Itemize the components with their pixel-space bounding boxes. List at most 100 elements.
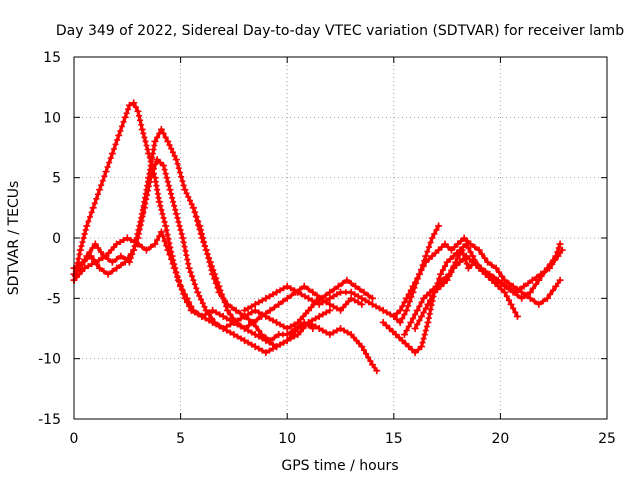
data-point (526, 294, 534, 302)
data-point (428, 234, 436, 242)
interpolated-point (76, 251, 83, 258)
data-point (262, 294, 270, 302)
data-point (458, 246, 466, 254)
data-point (481, 270, 489, 278)
data-point (390, 312, 398, 320)
interpolated-point (105, 250, 112, 257)
interpolated-point (144, 146, 151, 153)
interpolated-point (154, 237, 161, 244)
data-point (219, 325, 227, 332)
data-point (230, 318, 238, 326)
interpolated-point (181, 243, 188, 250)
series-track-1 (70, 99, 381, 375)
interpolated-point (165, 182, 172, 189)
interpolated-point (297, 316, 304, 323)
interpolated-point (277, 321, 284, 328)
data-point (300, 318, 308, 326)
interpolated-point (136, 112, 143, 119)
data-point (125, 101, 133, 109)
interpolated-point (73, 274, 80, 281)
interpolated-point (492, 280, 499, 287)
interpolated-point (383, 322, 390, 329)
data-point (177, 282, 185, 290)
data-point (76, 246, 84, 254)
interpolated-point (198, 230, 205, 237)
data-point (89, 204, 97, 212)
data-point (501, 288, 509, 296)
data-point (232, 306, 240, 314)
interpolated-point (425, 256, 432, 263)
data-point (185, 264, 193, 272)
interpolated-point (160, 130, 167, 137)
interpolated-point (422, 327, 429, 334)
interpolated-point (104, 164, 111, 171)
interpolated-point (161, 218, 168, 225)
interpolated-point (406, 298, 413, 305)
grid (74, 57, 607, 419)
data-point (241, 306, 249, 314)
interpolated-point (237, 310, 244, 317)
interpolated-point (198, 296, 205, 303)
interpolated-point (147, 244, 154, 251)
interpolated-point (277, 287, 284, 294)
interpolated-point (154, 134, 161, 141)
data-point (351, 282, 359, 290)
interpolated-point (157, 202, 164, 209)
interpolated-point (88, 209, 95, 216)
data-point (526, 288, 534, 296)
data-point (300, 282, 308, 290)
data-point (379, 306, 387, 314)
interpolated-point (191, 281, 198, 288)
data-point (209, 306, 217, 314)
interpolated-point (98, 249, 105, 256)
interpolated-point (399, 303, 406, 310)
interpolated-point (180, 239, 187, 246)
data-point (396, 306, 404, 314)
data-point (96, 186, 104, 194)
interpolated-point (81, 230, 88, 237)
interpolated-point (280, 339, 287, 346)
data-point (558, 246, 566, 254)
interpolated-point (478, 251, 485, 258)
interpolated-point (433, 226, 440, 233)
interpolated-point (137, 117, 144, 124)
interpolated-point (213, 321, 220, 328)
interpolated-point (127, 237, 134, 244)
data-point (518, 294, 526, 302)
interpolated-point (495, 269, 502, 276)
interpolated-point (266, 347, 273, 354)
interpolated-point (412, 311, 419, 318)
data-point (492, 264, 500, 272)
data-point (113, 264, 121, 272)
data-point (418, 312, 426, 320)
series-track-5 (189, 204, 376, 326)
interpolated-point (164, 178, 171, 185)
data-point (172, 210, 180, 218)
interpolated-point (350, 334, 357, 341)
interpolated-point (113, 256, 120, 263)
interpolated-point (195, 218, 202, 225)
interpolated-point (454, 255, 461, 262)
interpolated-point (207, 263, 214, 270)
interpolated-point (279, 298, 286, 305)
data-point (368, 361, 376, 369)
interpolated-point (291, 321, 298, 328)
data-point (102, 168, 110, 176)
data-point (424, 318, 432, 326)
interpolated-point (118, 123, 125, 130)
data-point (258, 312, 266, 320)
interpolated-point (427, 297, 434, 304)
interpolated-point (169, 260, 176, 267)
interpolated-point (78, 268, 85, 275)
interpolated-point (133, 235, 140, 241)
data-point (162, 222, 170, 230)
data-point (556, 276, 564, 284)
interpolated-point (178, 230, 185, 237)
interpolated-point (353, 337, 360, 344)
data-point (449, 264, 457, 272)
interpolated-point (199, 300, 206, 307)
interpolated-point (448, 269, 455, 276)
interpolated-point (228, 304, 235, 311)
interpolated-point (389, 328, 396, 335)
data-point (413, 306, 421, 314)
